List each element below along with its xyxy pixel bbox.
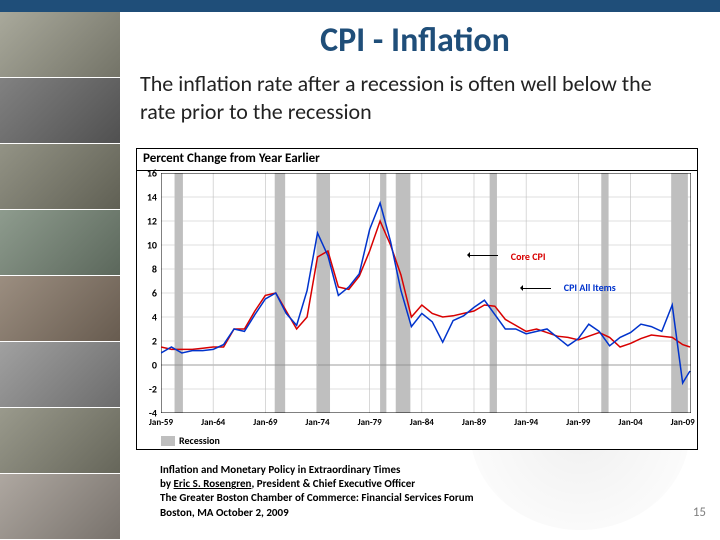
y-tick-label: 0 [152, 359, 157, 372]
decorative-sidebar-tile [0, 342, 120, 408]
left-image-strip [0, 12, 120, 540]
x-tick-label: Jan-84 [410, 417, 434, 428]
decorative-sidebar-tile [0, 408, 120, 474]
x-tick-label: Jan-04 [618, 417, 642, 428]
y-tick-label: 10 [147, 239, 157, 252]
decorative-sidebar-tile [0, 474, 120, 540]
callout-arrow [468, 255, 498, 256]
x-tick-label: Jan-94 [514, 417, 538, 428]
y-tick-label: 14 [147, 191, 157, 204]
callout-arrow [521, 288, 551, 289]
citation-line4: Boston, MA October 2, 2009 [160, 506, 660, 520]
y-tick-label: 8 [152, 263, 157, 276]
x-tick-label: Jan-74 [305, 417, 329, 428]
citation-block: Inflation and Monetary Policy in Extraor… [160, 463, 660, 520]
y-tick-label: -2 [149, 383, 157, 396]
y-axis-labels: -4-20246810121416 [137, 173, 159, 413]
decorative-sidebar-tile [0, 144, 120, 210]
decorative-sidebar-tile [0, 276, 120, 342]
slide-subtitle: The inflation rate after a recession is … [140, 70, 690, 125]
author-name: Eric S. Rosengren [174, 477, 252, 490]
y-tick-label: 12 [147, 215, 157, 228]
chart-legend: Recession [161, 434, 220, 447]
page-number: 15 [693, 505, 706, 520]
citation-line2: by Eric S. Rosengren, President & Chief … [160, 477, 660, 491]
chart-title: Percent Change from Year Earlier [137, 149, 697, 171]
legend-label-recession: Recession [179, 434, 220, 447]
x-tick-label: Jan-99 [566, 417, 590, 428]
decorative-sidebar-tile [0, 210, 120, 276]
x-tick-label: Jan-64 [201, 417, 225, 428]
citation-line1: Inflation and Monetary Policy in Extraor… [160, 463, 660, 477]
y-tick-label: 2 [152, 335, 157, 348]
x-tick-label: Jan-69 [253, 417, 277, 428]
y-tick-label: 6 [152, 287, 157, 300]
top-accent-bar [0, 0, 720, 12]
x-tick-label: Jan-79 [358, 417, 382, 428]
series-callout-label: CPI All Items [564, 281, 616, 294]
y-tick-label: 16 [147, 167, 157, 180]
x-tick-label: Jan-89 [462, 417, 486, 428]
chart-container: Percent Change from Year Earlier -4-2024… [136, 148, 698, 450]
slide-title: CPI - Inflation [130, 20, 700, 61]
series-callout-label: Core CPI [511, 250, 546, 263]
y-tick-label: 4 [152, 311, 157, 324]
x-tick-label: Jan-59 [149, 417, 173, 428]
x-tick-label: Jan-09 [671, 417, 695, 428]
legend-swatch-recession [161, 436, 175, 446]
x-axis-labels: Jan-59Jan-64Jan-69Jan-74Jan-79Jan-84Jan-… [161, 417, 691, 431]
citation-line3: The Greater Boston Chamber of Commerce: … [160, 491, 660, 505]
decorative-sidebar-tile [0, 78, 120, 144]
decorative-sidebar-tile [0, 12, 120, 78]
